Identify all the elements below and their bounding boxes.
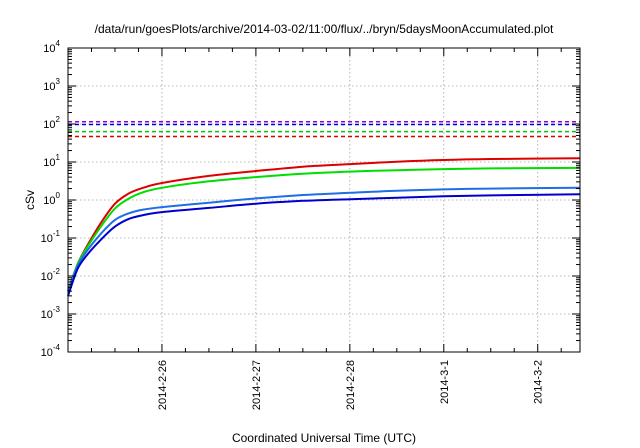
y-tick-base: 10 [43,157,55,169]
x-ticks: 2014-2-26 2014-2-27 2014-2-28 2014-3-1 2014-… [90,48,562,410]
y-tick-exponent: 4 [56,39,61,48]
y-tick-base: 10 [43,195,55,207]
y-tick-base: 10 [43,81,55,93]
series-lines [67,157,581,297]
y-tick-exponent: -1 [53,229,61,238]
x-tick-label: 2014-3-1 [439,360,451,404]
x-tick-label: 2014-2-28 [345,360,357,410]
y-tick-label: 101 [43,153,60,169]
y-tick-label: 10-2 [41,267,61,283]
y-tick-exponent: -2 [53,267,61,276]
x-tick-label: 2014-2-27 [251,360,263,410]
thresholds [68,120,580,138]
series-line [67,157,581,292]
y-tick-base: 10 [41,309,53,321]
y-tick-label: 103 [43,77,60,93]
series-line [67,193,581,297]
x-axis-label: Coordinated Universal Time (UTC) [232,431,416,445]
y-tick-base: 10 [43,119,55,131]
x-tick-label: 2014-3-2 [533,360,545,404]
y-tick-exponent: -4 [53,343,61,352]
y-tick-exponent: 0 [56,191,61,200]
y-tick-exponent: 2 [56,115,61,124]
y-tick-label: 10-1 [41,229,61,245]
series-line [67,186,581,292]
y-tick-exponent: -3 [53,305,61,314]
y-axis-label: cSv [23,190,37,210]
y-tick-base: 10 [43,43,55,55]
x-tick-label: 2014-2-26 [157,360,169,410]
y-tick-label: 102 [43,115,60,131]
y-tick-label: 10-4 [41,343,61,359]
y-tick-label: 10-3 [41,305,61,321]
series-line [67,166,581,292]
y-tick-label: 100 [43,191,60,207]
y-tick-exponent: 1 [56,153,61,162]
y-tick-exponent: 3 [56,77,61,86]
y-tick-base: 10 [41,271,53,283]
chart-title: /data/run/goesPlots/archive/2014-03-02/1… [95,22,554,36]
y-tick-base: 10 [41,347,53,359]
y-tick-label: 104 [43,39,60,55]
y-tick-base: 10 [41,233,53,245]
